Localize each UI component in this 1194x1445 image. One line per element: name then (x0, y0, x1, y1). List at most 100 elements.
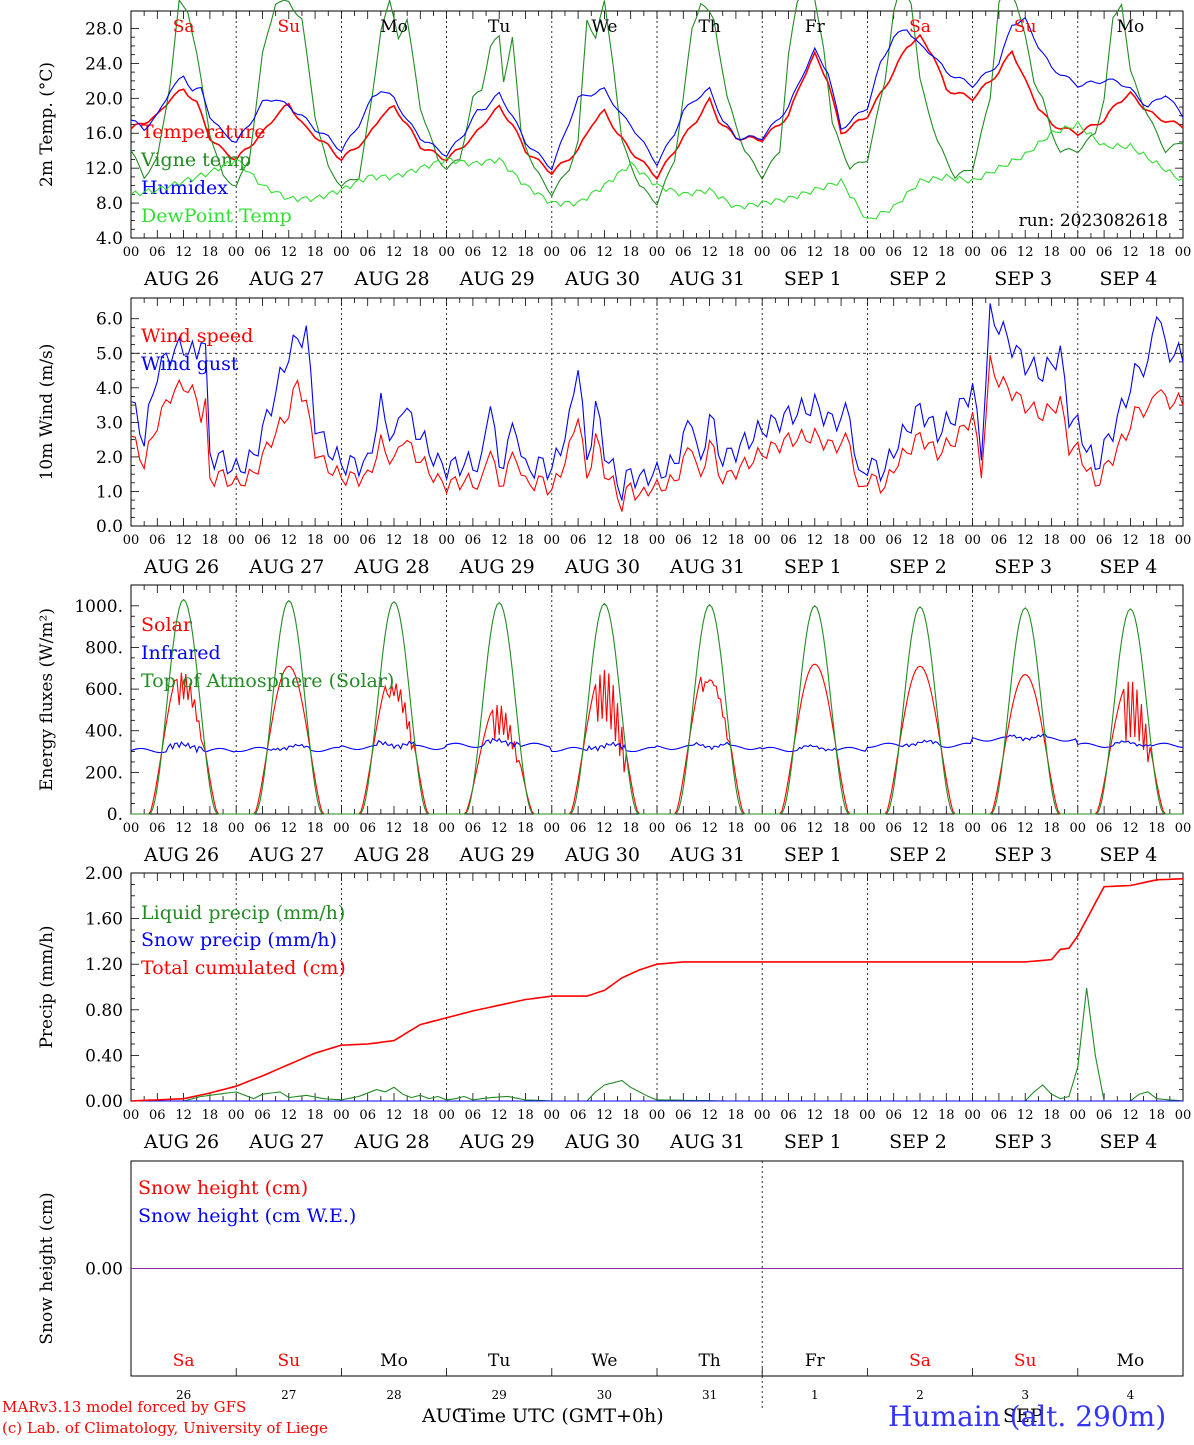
hour-tick-label: 06 (254, 821, 271, 836)
legend-wind-speed: Wind speed (141, 325, 253, 347)
hour-tick-label: 18 (833, 1108, 850, 1123)
hour-tick-label: 18 (412, 821, 429, 836)
hour-tick-label: 18 (517, 1108, 534, 1123)
hour-tick-label: 00 (123, 533, 140, 548)
hour-tick-label: 00 (1175, 533, 1192, 548)
date-label: SEP 3 (994, 1131, 1052, 1153)
hour-tick-label: 18 (728, 821, 745, 836)
legend-dewpoint-temp: DewPoint Temp (141, 205, 292, 227)
hour-tick-label: 18 (622, 533, 639, 548)
date-label: SEP 2 (889, 556, 947, 578)
hour-tick-label: 06 (780, 821, 797, 836)
weekday-label: Tu (488, 1351, 510, 1371)
hour-tick-label: 18 (622, 245, 639, 260)
day-number-label: 26 (176, 1388, 191, 1402)
hour-tick-label: 12 (491, 245, 508, 260)
hour-tick-label: 00 (228, 245, 245, 260)
hour-tick-label: 06 (885, 821, 902, 836)
hour-tick-label: 06 (359, 821, 376, 836)
hour-tick-label: 18 (728, 533, 745, 548)
weekday-label: We (591, 1351, 617, 1371)
hour-tick-label: 06 (254, 245, 271, 260)
y-tick-label: 3.0 (96, 413, 123, 433)
hour-tick-label: 18 (202, 1108, 219, 1123)
hour-tick-label: 00 (1070, 821, 1087, 836)
y-tick-label: 0.0 (96, 517, 123, 537)
hour-tick-label: 12 (491, 533, 508, 548)
y-tick-label: 0.00 (85, 1092, 123, 1112)
hour-tick-label: 18 (1043, 533, 1060, 548)
day-number-label: 2 (916, 1388, 924, 1402)
y-tick-label: 2.0 (96, 448, 123, 468)
hour-tick-label: 06 (465, 245, 482, 260)
hour-tick-label: 06 (885, 533, 902, 548)
hour-tick-label: 18 (202, 245, 219, 260)
date-label: AUG 28 (353, 556, 429, 578)
hour-tick-label: 12 (1122, 245, 1139, 260)
hour-tick-label: 00 (333, 821, 350, 836)
weekday-label: Su (1014, 17, 1037, 37)
hour-tick-label: 00 (438, 245, 455, 260)
date-label: AUG 27 (248, 1131, 324, 1153)
date-label: SEP 2 (889, 844, 947, 866)
date-label: SEP 3 (994, 556, 1052, 578)
legend-snow-height-cm-w-e-: Snow height (cm W.E.) (138, 1205, 356, 1227)
date-label: AUG 30 (564, 844, 640, 866)
hour-tick-label: 06 (991, 533, 1008, 548)
hour-tick-label: 18 (938, 533, 955, 548)
hour-tick-label: 00 (544, 821, 561, 836)
hour-tick-label: 12 (491, 1108, 508, 1123)
y-tick-label: 0.40 (85, 1046, 123, 1066)
hour-tick-label: 12 (1122, 1108, 1139, 1123)
weekday-label: We (591, 17, 617, 37)
hour-tick-label: 12 (281, 245, 298, 260)
legend-wind-gust: Wind gust (141, 353, 239, 375)
weekday-label: Sa (173, 1351, 195, 1371)
hour-tick-label: 18 (307, 533, 324, 548)
day-number-label: 4 (1127, 1388, 1135, 1402)
hour-tick-label: 12 (701, 821, 718, 836)
series-line-vigne-temp (130, 0, 1184, 207)
hour-tick-label: 00 (438, 821, 455, 836)
hour-tick-label: 06 (780, 1108, 797, 1123)
hour-tick-label: 06 (885, 1108, 902, 1123)
hour-tick-label: 06 (1096, 821, 1113, 836)
hour-tick-label: 00 (859, 245, 876, 260)
hour-tick-label: 00 (1175, 821, 1192, 836)
lab-credit: (c) Lab. of Climatology, University of L… (2, 1419, 328, 1437)
hour-tick-label: 06 (991, 1108, 1008, 1123)
hour-tick-label: 12 (281, 533, 298, 548)
day-number-label: 27 (281, 1388, 296, 1402)
hour-tick-label: 00 (964, 821, 981, 836)
date-label: AUG 31 (669, 268, 745, 290)
date-label: AUG 26 (143, 1131, 219, 1153)
y-tick-label: 1.0 (96, 482, 123, 502)
y-tick-label: 20.0 (85, 89, 123, 109)
date-label: SEP 1 (784, 268, 842, 290)
hour-tick-label: 00 (754, 821, 771, 836)
y-tick-label: 0. (107, 805, 123, 825)
month-label-sep: SEP (1003, 1405, 1043, 1427)
hour-tick-label: 00 (649, 1108, 666, 1123)
hour-tick-label: 06 (465, 533, 482, 548)
hour-tick-label: 18 (833, 245, 850, 260)
day-number-label: 29 (492, 1388, 507, 1402)
hour-tick-label: 12 (491, 821, 508, 836)
legend-snow-precip-mm-h-: Snow precip (mm/h) (141, 929, 337, 951)
date-label: SEP 3 (994, 844, 1052, 866)
y-tick-label: 6.0 (96, 310, 123, 330)
date-label: AUG 29 (459, 556, 535, 578)
hour-tick-label: 18 (1148, 245, 1165, 260)
panel-precip: 0.00 0.40 0.80 1.20 1.60 2.00 Precip (mm/h) Liq… (37, 864, 1191, 1153)
hour-tick-label: 00 (544, 245, 561, 260)
y-tick-label: 28.0 (85, 19, 123, 39)
legend-temperature: Temperature (141, 121, 265, 143)
hour-tick-label: 12 (1017, 1108, 1034, 1123)
hour-tick-label: 00 (1070, 1108, 1087, 1123)
hour-tick-label: 00 (754, 533, 771, 548)
hour-tick-label: 12 (701, 245, 718, 260)
hour-tick-label: 06 (570, 533, 587, 548)
hour-tick-label: 12 (1017, 533, 1034, 548)
weekday-label: Su (277, 17, 300, 37)
